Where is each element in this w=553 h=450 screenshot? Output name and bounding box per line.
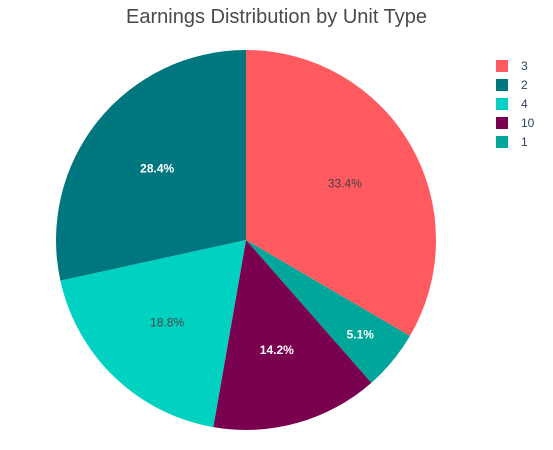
pie-slice-3[interactable] bbox=[246, 50, 437, 337]
legend: 3 2 4 10 1 bbox=[496, 56, 534, 151]
legend-swatch bbox=[496, 116, 508, 129]
legend-swatch bbox=[496, 135, 508, 148]
chart-title: Earnings Distribution by Unit Type bbox=[126, 6, 427, 28]
legend-item[interactable]: 10 bbox=[496, 113, 534, 132]
legend-label: 2 bbox=[521, 77, 528, 92]
pie-slice-10[interactable] bbox=[213, 240, 372, 431]
legend-swatch bbox=[496, 59, 508, 72]
pie-slice-2[interactable] bbox=[55, 50, 246, 281]
legend-label: 4 bbox=[521, 96, 528, 111]
slice-label-4: 18.8% bbox=[150, 315, 184, 329]
legend-swatch bbox=[496, 97, 508, 110]
legend-item[interactable]: 3 bbox=[496, 56, 534, 75]
legend-item[interactable]: 2 bbox=[496, 75, 534, 94]
slice-label-2: 28.4% bbox=[140, 162, 174, 176]
legend-swatch bbox=[496, 78, 508, 91]
slice-label-10: 14.2% bbox=[260, 343, 294, 357]
pie-slice-4[interactable] bbox=[60, 240, 247, 428]
legend-label: 10 bbox=[521, 115, 535, 130]
legend-item[interactable]: 4 bbox=[496, 94, 534, 113]
legend-item[interactable]: 1 bbox=[496, 132, 534, 151]
pie-slice-1[interactable] bbox=[246, 240, 410, 383]
legend-label: 3 bbox=[521, 58, 528, 73]
slice-label-3: 33.4% bbox=[328, 176, 362, 190]
legend-label: 1 bbox=[521, 134, 528, 149]
slice-label-1: 5.1% bbox=[347, 327, 375, 341]
